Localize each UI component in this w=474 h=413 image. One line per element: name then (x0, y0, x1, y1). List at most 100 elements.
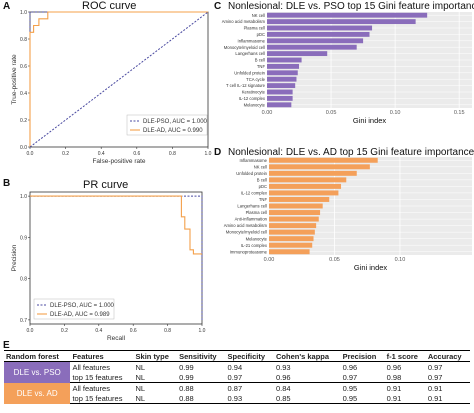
gini-pso-category-label: Amino acid metabolism (222, 19, 266, 24)
gini-pso-xtick-label: 0.15 (454, 110, 465, 116)
table-cell: 0.99 (177, 372, 226, 383)
figure-canvas: 0.0 0.2 0.4 0.6 0.8 1.0 0.0 0.2 0.4 0.6 0.8 1.0 Fals… (11, 10, 472, 342)
gini-pso-category-label: TCA cycle (246, 77, 266, 82)
table-cell: top 15 features (70, 372, 134, 383)
roc-ytick-label: 1.0 (20, 10, 27, 16)
gini-pso-bar (267, 57, 302, 63)
table-cell: 0.88 (177, 393, 226, 404)
gini-ad-bar (269, 236, 314, 242)
panel-letter-d: D (214, 147, 222, 158)
gini-ad-category-label: Monocyte/myeloid cell (226, 230, 267, 235)
gini-pso-category-label: IL-12 complex (239, 96, 266, 101)
gini-pso-xlabel: Gini index (353, 116, 387, 125)
table-cell: 0.91 (386, 383, 402, 393)
gini-pso-category-label: NK cell (252, 13, 265, 18)
metrics-header-2: Skin type (133, 350, 178, 362)
gini-pso-bar (267, 76, 297, 82)
table-cell: 0.99 (179, 362, 194, 372)
pr-xtick-label: 0.4 (95, 328, 102, 334)
roc-ytick-label: 0.6 (20, 64, 27, 70)
gini-ad-category-label: Immunoproteasome (230, 249, 268, 254)
gini-ad-category-label: pDC (259, 184, 267, 189)
table-cell: 0.87 (227, 383, 243, 393)
gini-ad-bar (269, 190, 339, 196)
table-row: top 15 features NL 0.88 0.93 0.85 0.95 0.91 0.9… (4, 393, 470, 404)
roc-xtick-label: 1.0 (205, 151, 212, 157)
pr-ytick-label: 0.8 (20, 277, 27, 283)
pr-ytick-label: 0.7 (20, 318, 27, 324)
roc-ylabel: True-positive rate (11, 54, 18, 105)
gini-ad-category-label: Unfolded protein (236, 171, 267, 176)
gini-pso-bar (267, 102, 292, 108)
roc-ytick-label: 0.2 (20, 118, 27, 124)
roc-xlabel: False-positive rate (92, 158, 145, 165)
table-cell: 0.91 (425, 393, 470, 404)
gini-ad-bar (269, 223, 317, 229)
pr-legend-label: DLE-PSO, AUC = 1.000 (50, 303, 115, 309)
table-cell: 0.95 (340, 393, 385, 404)
gini-pso-category-label: Plasma cell (244, 26, 265, 31)
table-cell: NL (135, 383, 146, 393)
roc-legend-label: DLE-AD, AUC = 0.990 (143, 128, 203, 134)
pr-series-line-1 (30, 195, 202, 255)
roc-ytick-label: 0.0 (20, 145, 27, 151)
gini-ad-category-label: Anti-inflammation (235, 217, 268, 222)
table-cell: All features (72, 362, 110, 372)
roc-xtick-label: 0.0 (27, 151, 34, 157)
gini-ad-xtick-label: 0.05 (329, 257, 340, 263)
roc-legend-label: DLE-PSO, AUC = 1.000 (143, 119, 208, 125)
gini-ad-category-label: Langerhans cell (237, 204, 267, 209)
roc-xtick-label: 0.6 (133, 151, 140, 157)
gini-pso-category-label: T cell IL-12 signature (226, 83, 266, 88)
panel-letter-b: B (3, 178, 11, 189)
gini-ad-bar (269, 216, 319, 222)
gini-ad-category-label: Plasma cell (246, 210, 267, 215)
panel-letter-e: E (3, 340, 10, 351)
table-cell: 0.97 (340, 372, 385, 383)
pr-xtick-label: 0.2 (61, 328, 68, 334)
metrics-header-row: Random forest Features Skin type Sensitivit… (4, 350, 470, 362)
pr-legend-label: DLE-AD, AUC = 0.989 (50, 312, 110, 318)
roc-xtick-label: 0.8 (169, 151, 176, 157)
gini-pso-bar (267, 12, 428, 18)
group-label: DLE vs. PSO (4, 361, 71, 383)
group-label: DLE vs. AD (4, 382, 71, 404)
gini-ad-bar (269, 170, 357, 176)
table-row: DLE vs. AD All features NL 0.88 0.87 0.84 0.95… (4, 382, 470, 404)
panel-letter-a: A (3, 1, 11, 12)
roc-xtick-label: 0.2 (62, 151, 69, 157)
panel-letter-c: C (214, 1, 222, 12)
gini-pso-bar (267, 83, 296, 89)
table-cell: top 15 features (70, 393, 134, 404)
gini-pso-category-label: TNF (257, 64, 266, 69)
table-cell: All features (72, 383, 110, 393)
gini-pso-category-label: Unfolded protein (234, 70, 265, 75)
pr-legend-box (33, 298, 115, 320)
gini-ad-category-label: B cell (257, 177, 267, 182)
pr-ytick-label: 1.0 (20, 194, 27, 200)
metrics-header-0: Random forest (4, 350, 71, 362)
gini-ad-category-label: NK cell (254, 164, 267, 169)
metrics-header-7: f-1 score (384, 350, 426, 362)
gini-ad-category-label: Inflammasome (240, 158, 268, 163)
gini-ad-category-label: IL-21 complex (241, 243, 268, 248)
table-cell: 0.96 (274, 372, 341, 383)
gini-ad-category-label: TNF (259, 197, 268, 202)
table-cell: 0.95 (342, 383, 358, 393)
gini-pso-bar (267, 95, 293, 101)
table-cell: NL (133, 393, 178, 404)
pr-xtick-label: 0.6 (130, 328, 137, 334)
metrics-header-8: Accuracy (425, 350, 470, 362)
gini-pso-bar (267, 63, 300, 69)
gini-ad-bar (269, 203, 323, 209)
metrics-header-4: Specificity (225, 350, 274, 362)
table-row: DLE vs. PSO All features NL 0.99 0.94 0.93 0.9… (4, 361, 470, 383)
gini-pso-bar (267, 31, 370, 37)
gini-pso-bar (267, 44, 357, 50)
gini-pso-category-label: Melanocyte (244, 102, 266, 107)
table-cell: 0.94 (227, 362, 243, 372)
table-cell: 0.93 (225, 393, 274, 404)
table-row: top 15 features NL 0.99 0.97 0.96 0.97 0.98 0.9… (4, 372, 470, 383)
gini-ad-xtick-label: 0.10 (395, 257, 406, 263)
pr-xtick-label: 0.8 (164, 328, 171, 334)
